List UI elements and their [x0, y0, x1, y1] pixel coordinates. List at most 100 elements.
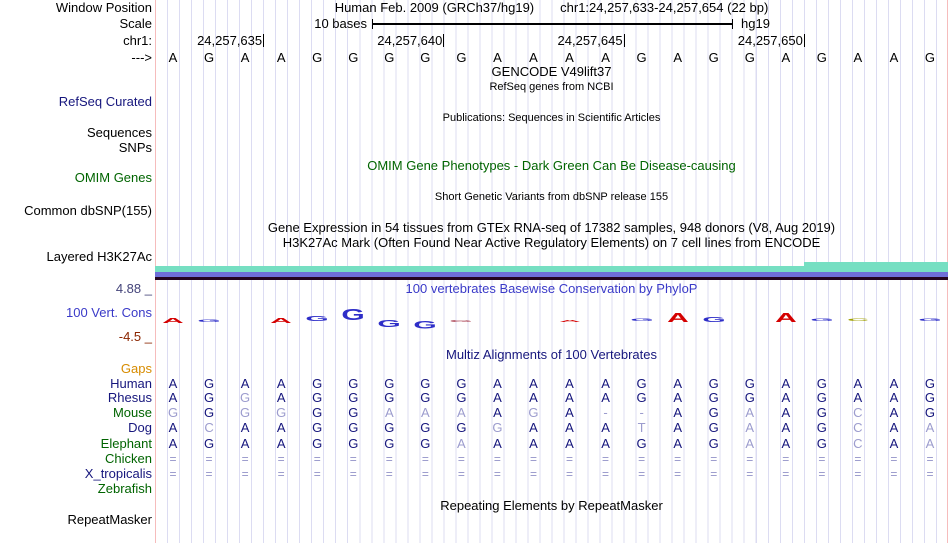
h3k27ac-dark-bar[interactable]	[155, 277, 948, 280]
align-base: =	[746, 452, 754, 466]
align-base: =	[421, 467, 429, 481]
label-repeatmasker[interactable]: RepeatMasker	[67, 512, 152, 527]
align-base: A	[493, 390, 502, 405]
align-base: A	[565, 376, 574, 391]
h3k27ac-teal-bar-tall[interactable]	[803, 262, 948, 272]
label-common-dbsnp[interactable]: Common dbSNP(155)	[24, 203, 152, 218]
align-base: G	[276, 405, 287, 420]
track-title-gencode[interactable]: GENCODE V49lift37	[491, 64, 612, 79]
align-base: A	[745, 420, 755, 435]
h3k27ac-blue-bar[interactable]	[155, 271, 948, 277]
align-base: =	[854, 452, 862, 466]
track-title-phylop[interactable]: 100 vertebrates Basewise Conservation by…	[405, 281, 698, 296]
species-label-gaps[interactable]: Gaps	[120, 361, 152, 376]
scale-ruler-line	[372, 23, 733, 25]
species-label-mouse[interactable]: Mouse	[112, 405, 152, 420]
ruler-tick-label: 24,257,640	[377, 33, 443, 48]
phylop-mark: A	[774, 310, 797, 326]
track-title-repeatmasker[interactable]: Repeating Elements by RepeatMasker	[440, 498, 663, 513]
seq-base: G	[348, 50, 359, 65]
species-label-chicken[interactable]: Chicken	[105, 451, 152, 466]
align-base: =	[638, 452, 646, 466]
align-base: =	[638, 467, 646, 481]
align-base: G	[312, 405, 323, 420]
species-label-rhesus[interactable]: Rhesus	[107, 390, 152, 405]
align-base: A	[673, 405, 682, 420]
species-label-elephant[interactable]: Elephant	[100, 436, 152, 451]
align-base: A	[168, 390, 178, 405]
align-base: A	[673, 376, 682, 391]
align-base: A	[745, 436, 755, 451]
align-base: G	[744, 376, 755, 391]
align-base: A	[601, 420, 610, 435]
align-base: A	[781, 390, 791, 405]
align-base: A	[601, 436, 610, 451]
window-position-title: Human Feb. 2009 (GRCh37/hg19) chr1:24,257…	[155, 1, 948, 15]
align-base: =	[529, 467, 537, 481]
phylop-mark: A	[270, 317, 292, 325]
align-base: G	[420, 420, 431, 435]
seq-base: A	[889, 50, 899, 65]
align-base: A	[925, 436, 935, 451]
label-omim-genes[interactable]: OMIM Genes	[74, 170, 152, 185]
align-base: =	[782, 467, 790, 481]
track-title-h3k27ac[interactable]: H3K27Ac Mark (Often Found Near Active Re…	[282, 235, 821, 250]
align-base: G	[492, 420, 503, 435]
track-title-gtex[interactable]: Gene Expression in 54 tissues from GTEx …	[267, 220, 836, 235]
seq-base: G	[816, 50, 827, 65]
track-title-publications[interactable]: Publications: Sequences in Scientific Ar…	[442, 112, 661, 124]
ruler-tick-label: 24,257,650	[737, 33, 803, 48]
align-base: G	[744, 390, 755, 405]
align-base: A	[168, 376, 178, 391]
phylop-mark: G	[918, 317, 942, 323]
align-base: G	[204, 390, 215, 405]
species-label-human[interactable]: Human	[110, 376, 152, 391]
seq-base: A	[276, 50, 286, 65]
align-base: A	[457, 405, 466, 420]
align-base: G	[816, 405, 827, 420]
align-base: =	[710, 467, 718, 481]
phylop-mark: A	[162, 317, 184, 325]
seq-base: A	[529, 50, 538, 65]
align-base: G	[708, 436, 719, 451]
align-base: -	[603, 405, 608, 420]
align-base: A	[457, 436, 466, 451]
label-refseq-curated[interactable]: RefSeq Curated	[58, 94, 152, 109]
align-base: C	[853, 405, 863, 420]
align-base: G	[420, 376, 431, 391]
phylop-mark: A	[558, 319, 581, 323]
align-base: =	[926, 452, 934, 466]
align-base: A	[601, 376, 610, 391]
align-base: G	[348, 405, 359, 420]
track-title-omim[interactable]: OMIM Gene Phenotypes - Dark Green Can Be…	[367, 158, 736, 173]
scale-bases-label: 10 bases	[314, 16, 367, 31]
label-vert-cons[interactable]: 100 Vert. Cons	[66, 305, 152, 320]
label-strand-arrow[interactable]: --->	[131, 50, 152, 65]
h3k27ac-teal-bar[interactable]	[155, 266, 804, 272]
label-snps[interactable]: SNPs	[118, 140, 152, 155]
align-base: =	[349, 452, 357, 466]
align-base: G	[924, 405, 936, 420]
track-title-refseq-sub[interactable]: RefSeq genes from NCBI	[489, 81, 614, 93]
label-phylop-min: -4.5 _	[118, 329, 152, 344]
species-label-zebrafish[interactable]: Zebrafish	[97, 481, 152, 496]
track-title-multiz[interactable]: Multiz Alignments of 100 Vertebrates	[445, 347, 657, 362]
align-base: A	[925, 420, 935, 435]
align-base: A	[529, 376, 538, 391]
species-label-x_tropicalis[interactable]: X_tropicalis	[84, 466, 152, 481]
align-base: =	[854, 467, 862, 481]
align-base: G	[816, 436, 827, 451]
align-base: A	[889, 436, 899, 451]
species-label-dog[interactable]: Dog	[128, 420, 152, 435]
align-base: G	[240, 405, 251, 420]
align-base: =	[241, 452, 249, 466]
ruler-tick-mark	[263, 34, 265, 47]
seq-base: A	[168, 50, 178, 65]
ruler-tick-mark	[623, 34, 625, 47]
label-phylop-max: 4.88 _	[115, 281, 152, 296]
track-title-dbsnp[interactable]: Short Genetic Variants from dbSNP releas…	[434, 191, 669, 203]
label-chrom: chr1:	[123, 33, 152, 48]
label-layered-h3k27ac[interactable]: Layered H3K27Ac	[46, 249, 152, 264]
align-base: A	[493, 436, 502, 451]
label-sequences[interactable]: Sequences	[86, 125, 152, 140]
